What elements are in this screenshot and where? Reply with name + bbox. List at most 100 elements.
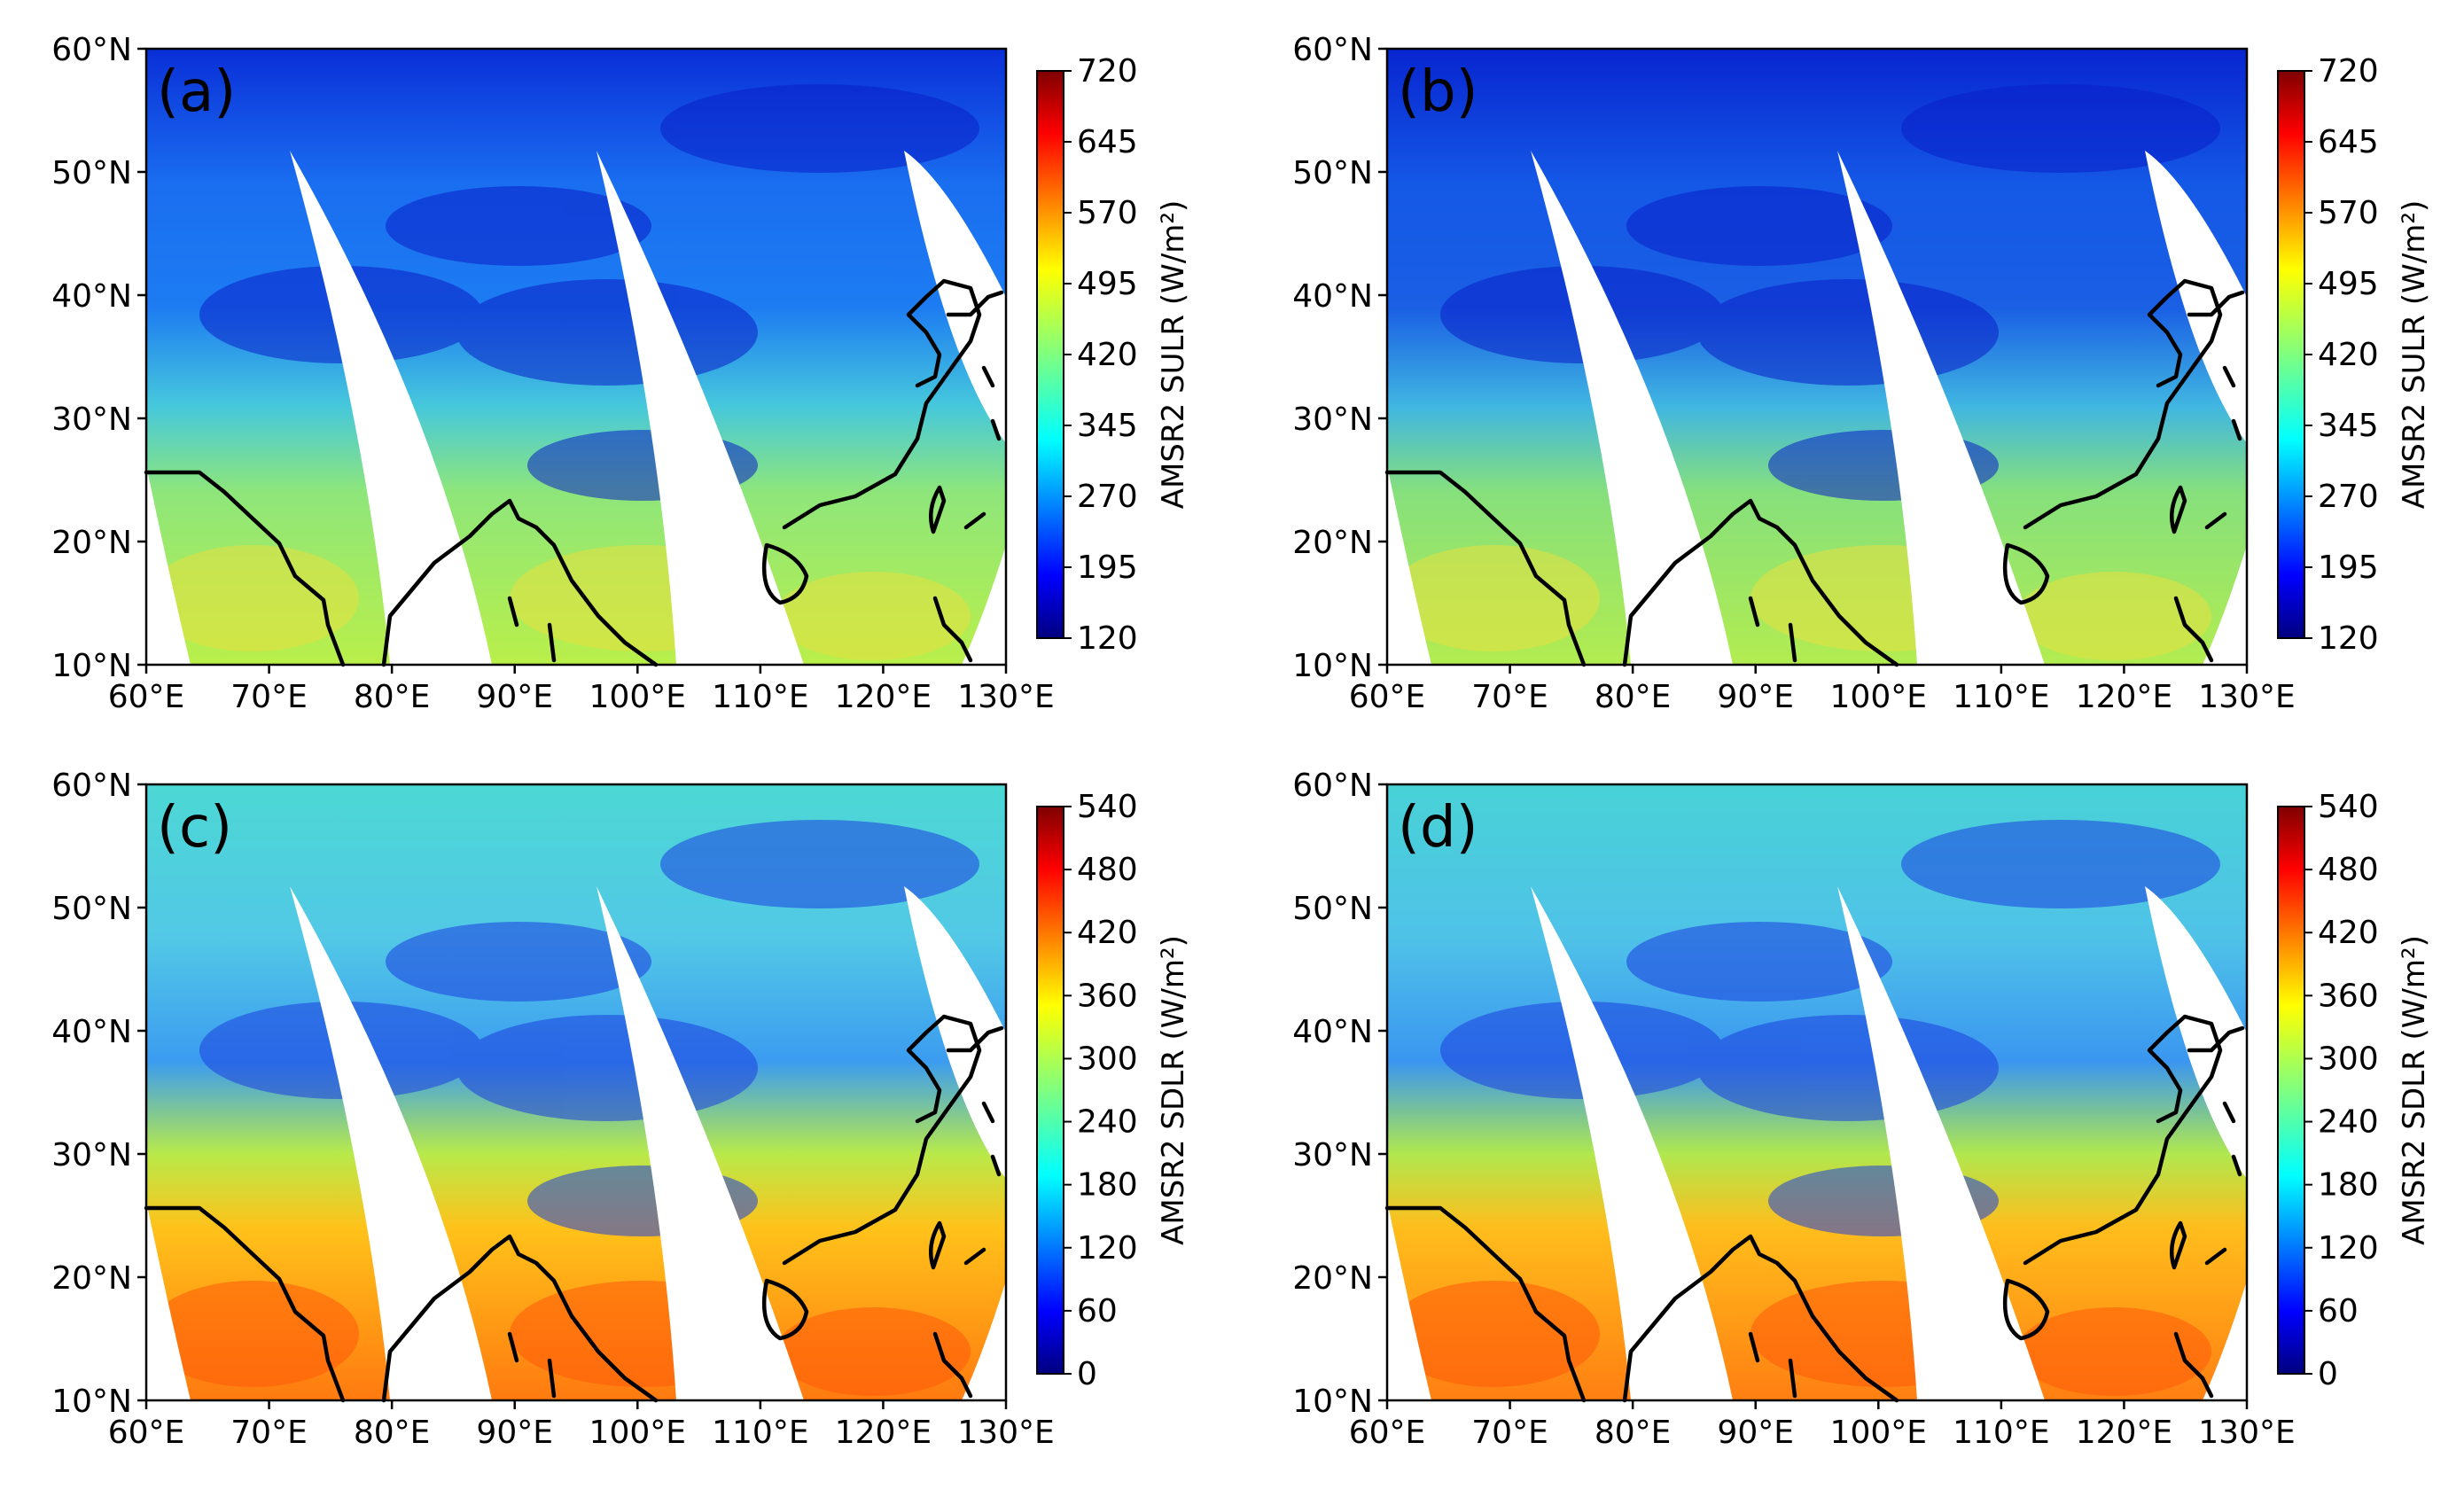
y-tick-label: 60°N bbox=[51, 32, 132, 68]
x-tick-label: 100°E bbox=[589, 679, 686, 715]
y-tick-label: 30°N bbox=[51, 1137, 132, 1173]
axes-frame bbox=[1385, 783, 2249, 1402]
y-tick-label: 10°N bbox=[51, 1384, 132, 1420]
y-tick-label: 20°N bbox=[51, 1260, 132, 1297]
panel-label: (d) bbox=[1398, 795, 1478, 861]
x-tick-label: 120°E bbox=[2076, 679, 2172, 715]
colorbar-tick-label: 645 bbox=[2318, 124, 2379, 160]
colorbar-tick-label: 570 bbox=[1077, 195, 1138, 231]
y-tick-label: 60°N bbox=[51, 768, 132, 804]
y-tick-label: 30°N bbox=[1292, 401, 1373, 438]
colorbar-label: AMSR2 SULR (W/m²) bbox=[1156, 200, 1191, 509]
y-tick-label: 50°N bbox=[1292, 155, 1373, 191]
panel-label: (b) bbox=[1398, 59, 1478, 125]
x-tick-label: 70°E bbox=[230, 679, 308, 715]
x-tick-label: 100°E bbox=[1830, 679, 1927, 715]
colorbar-tick-label: 360 bbox=[1077, 978, 1138, 1014]
colorbar-tick-label: 240 bbox=[2318, 1104, 2379, 1141]
colorbar-tick-label: 345 bbox=[2318, 408, 2379, 444]
colorbar-label: AMSR2 SDLR (W/m²) bbox=[1156, 935, 1191, 1245]
y-tick-label: 40°N bbox=[1292, 1014, 1373, 1050]
x-tick-label: 90°E bbox=[476, 1415, 553, 1451]
cool-region bbox=[1697, 279, 1999, 386]
colorbar bbox=[2277, 70, 2305, 639]
colorbar-tick-label: 540 bbox=[2318, 789, 2379, 825]
x-tick-label: 130°E bbox=[957, 679, 1054, 715]
cool-region bbox=[660, 84, 979, 173]
y-tick-label: 40°N bbox=[1292, 278, 1373, 315]
x-tick-label: 80°E bbox=[1595, 1415, 1672, 1451]
colorbar-tick-label: 270 bbox=[2318, 479, 2379, 515]
axes-frame bbox=[1385, 47, 2249, 667]
colorbar-tick-label: 300 bbox=[1077, 1041, 1138, 1077]
x-tick-label: 110°E bbox=[1953, 1415, 2049, 1451]
warm-region bbox=[146, 1281, 359, 1387]
colorbar-tick-label: 60 bbox=[1077, 1293, 1118, 1329]
colorbar-tick-label: 180 bbox=[2318, 1167, 2379, 1204]
axes-frame bbox=[144, 783, 1008, 1402]
colorbar-tick-label: 495 bbox=[2318, 266, 2379, 302]
y-tick-label: 60°N bbox=[1292, 768, 1373, 804]
colorbar-tick-label: 0 bbox=[2318, 1356, 2338, 1392]
warm-region bbox=[1387, 545, 1600, 651]
cool-region bbox=[660, 820, 979, 908]
x-tick-label: 130°E bbox=[957, 1415, 1054, 1451]
x-tick-label: 90°E bbox=[1717, 1415, 1794, 1451]
colorbar-label: AMSR2 SDLR (W/m²) bbox=[2397, 935, 2432, 1245]
colorbar-tick-label: 120 bbox=[1077, 1230, 1138, 1267]
colorbar-tick-label: 270 bbox=[1077, 479, 1138, 515]
warm-region bbox=[2016, 572, 2211, 660]
x-tick-label: 60°E bbox=[108, 1415, 185, 1451]
colorbar-tick-label: 480 bbox=[2318, 852, 2379, 888]
y-tick-label: 10°N bbox=[1292, 1384, 1373, 1420]
x-tick-label: 80°E bbox=[354, 679, 431, 715]
x-tick-label: 70°E bbox=[1471, 1415, 1548, 1451]
warm-region bbox=[1387, 1281, 1600, 1387]
x-tick-label: 120°E bbox=[835, 1415, 932, 1451]
colorbar-tick-label: 645 bbox=[1077, 124, 1138, 160]
x-tick-label: 130°E bbox=[2198, 679, 2295, 715]
panel-a: 60°E 70°E 80°E 90°E 100°E 110°E 120°E 130°E 60°N… bbox=[51, 32, 1191, 715]
y-tick-label: 20°N bbox=[1292, 525, 1373, 561]
x-tick-label: 70°E bbox=[1471, 679, 1548, 715]
colorbar-tick-label: 540 bbox=[1077, 789, 1138, 825]
y-tick-label: 10°N bbox=[51, 648, 132, 684]
cool-region bbox=[1626, 186, 1892, 266]
cool-region bbox=[1626, 922, 1892, 1002]
colorbar-tick-label: 120 bbox=[2318, 620, 2379, 657]
colorbar-tick-label: 240 bbox=[1077, 1104, 1138, 1141]
x-tick-label: 60°E bbox=[1349, 1415, 1426, 1451]
y-tick-label: 50°N bbox=[51, 155, 132, 191]
y-tick-label: 60°N bbox=[1292, 32, 1373, 68]
colorbar-tick-label: 300 bbox=[2318, 1041, 2379, 1077]
y-tick-label: 30°N bbox=[1292, 1137, 1373, 1173]
x-tick-label: 60°E bbox=[108, 679, 185, 715]
colorbar-label: AMSR2 SULR (W/m²) bbox=[2397, 200, 2432, 509]
warm-region bbox=[146, 545, 359, 651]
colorbar-tick-label: 420 bbox=[1077, 337, 1138, 373]
panel-label: (a) bbox=[157, 59, 236, 125]
cool-region bbox=[456, 279, 758, 386]
x-tick-label: 60°E bbox=[1349, 679, 1426, 715]
panel-b: 60°E 70°E 80°E 90°E 100°E 110°E 120°E 130°E 60°N… bbox=[1292, 32, 2432, 715]
colorbar-tick-label: 495 bbox=[1077, 266, 1138, 302]
colorbar-tick-label: 420 bbox=[2318, 915, 2379, 951]
x-tick-label: 130°E bbox=[2198, 1415, 2295, 1451]
y-tick-label: 30°N bbox=[51, 401, 132, 438]
colorbar-tick-label: 720 bbox=[2318, 53, 2379, 90]
x-tick-label: 90°E bbox=[476, 679, 553, 715]
cool-region bbox=[1901, 84, 2220, 173]
y-tick-label: 50°N bbox=[1292, 891, 1373, 927]
colorbar-tick-label: 420 bbox=[2318, 337, 2379, 373]
colorbar-tick-label: 570 bbox=[2318, 195, 2379, 231]
panel-d: 60°E 70°E 80°E 90°E 100°E 110°E 120°E 130°E 60°N… bbox=[1292, 768, 2432, 1451]
colorbar-tick-label: 420 bbox=[1077, 915, 1138, 951]
x-tick-label: 100°E bbox=[1830, 1415, 1927, 1451]
cool-region bbox=[386, 186, 651, 266]
x-tick-label: 80°E bbox=[354, 1415, 431, 1451]
colorbar-tick-label: 180 bbox=[1077, 1167, 1138, 1204]
y-tick-label: 40°N bbox=[51, 1014, 132, 1050]
cool-region bbox=[386, 922, 651, 1002]
panel-c: 60°E 70°E 80°E 90°E 100°E 110°E 120°E 130°E 60°N… bbox=[51, 768, 1191, 1451]
y-tick-label: 50°N bbox=[51, 891, 132, 927]
